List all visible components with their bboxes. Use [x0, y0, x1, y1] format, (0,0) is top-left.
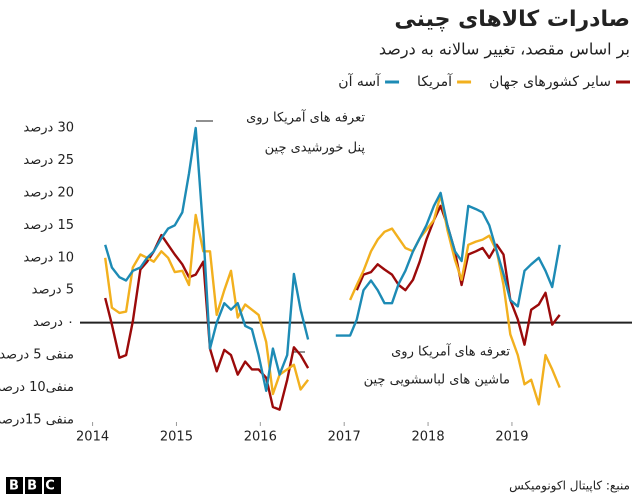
y-tick-label: منفی10 درصد [0, 380, 74, 395]
chart-subtitle: بر اساس مقصد، تغییر سالانه به درصد [379, 40, 630, 60]
y-tick-label: 30 درصد [23, 121, 74, 136]
series-line [104, 193, 561, 406]
x-tick-label: 2015 [160, 430, 193, 445]
y-tick-label: 15 درصد [23, 218, 74, 233]
logo: BBC [6, 477, 63, 494]
y-tick-label: 5 درصد [32, 283, 74, 298]
legend-label: آسه آن [338, 73, 381, 90]
logo-box [25, 477, 42, 494]
x-tick-label: 2019 [495, 430, 528, 445]
y-tick-label: 20 درصد [23, 185, 74, 200]
annotation: تعرفه های آمریکا روی [246, 109, 365, 126]
annotation: تعرفه های آمریکا روی [391, 343, 510, 360]
source: منبع: کاپیتال اکونومیکس [509, 479, 630, 494]
x-tick-label: 2017 [328, 430, 361, 445]
y-tick-label: ۰ درصد [33, 315, 74, 330]
series-line [104, 126, 561, 392]
chart-title: صادرات کالاهای چینی [394, 7, 630, 32]
logo-box [6, 477, 23, 494]
logo-box [44, 477, 61, 494]
y-tick-label: منفی 5 درصد [0, 348, 74, 363]
legend-label: سایر کشورهای جهان [489, 74, 611, 90]
x-tick-label: 2014 [76, 430, 109, 445]
annotation: پنل خورشیدی چین [265, 141, 366, 156]
x-tick-label: 2018 [412, 430, 445, 445]
legend-label: آمریکا [417, 73, 453, 90]
annotation: ماشین های لباسشویی چین [364, 373, 510, 388]
y-tick-label: 10 درصد [23, 250, 74, 265]
x-tick-label: 2016 [244, 430, 277, 445]
logo-text: BBC [9, 479, 63, 494]
y-tick-label: 25 درصد [23, 153, 74, 168]
